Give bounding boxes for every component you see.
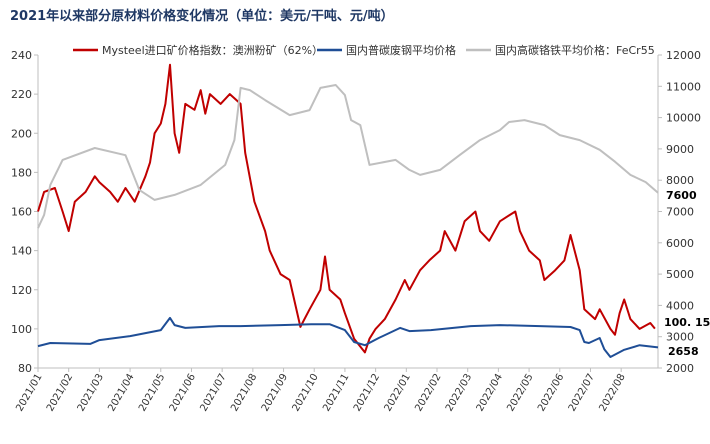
x-tick-label: 2022/02 bbox=[413, 372, 443, 413]
left-tick-label: 200 bbox=[11, 127, 32, 140]
series-line-1 bbox=[37, 316, 659, 358]
right-tick-label: 6000 bbox=[666, 237, 694, 250]
left-tick-label: 120 bbox=[11, 284, 32, 297]
legend-label-1: 国内普碳废钢平均价格 bbox=[346, 43, 456, 57]
legend-label-0: Mysteel进口矿价格指数：澳洲粉矿（62%） bbox=[102, 43, 323, 57]
right-tick-label: 12000 bbox=[666, 49, 701, 62]
right-tick-label: 7000 bbox=[666, 206, 694, 219]
left-tick-label: 240 bbox=[11, 49, 32, 62]
left-tick-label: 180 bbox=[11, 166, 32, 179]
x-tick-label: 2021/08 bbox=[229, 372, 259, 413]
end-label-iron-ore: 100. 15 bbox=[664, 316, 710, 329]
left-tick-label: 80 bbox=[18, 362, 32, 375]
x-tick-label: 2022/03 bbox=[444, 372, 474, 413]
right-tick-label: 11000 bbox=[666, 80, 701, 93]
x-tick-label: 2022/07 bbox=[567, 372, 597, 413]
x-tick-label: 2021/10 bbox=[291, 372, 321, 413]
right-tick-label: 9000 bbox=[666, 143, 694, 156]
series-line-2 bbox=[37, 84, 659, 229]
end-label-scrap-steel: 2658 bbox=[668, 345, 699, 358]
right-tick-label: 10000 bbox=[666, 112, 701, 125]
end-label-ferrochrome: 7600 bbox=[666, 189, 697, 202]
chart-title: 2021年以来部分原材料价格变化情况（单位：美元/干吨、元/吨） bbox=[10, 9, 394, 24]
left-tick-label: 140 bbox=[11, 245, 32, 258]
x-tick-label: 2022/01 bbox=[383, 372, 413, 413]
left-tick-label: 100 bbox=[11, 323, 32, 336]
series-line-0 bbox=[37, 63, 656, 354]
x-tick-label: 2021/03 bbox=[76, 372, 106, 413]
x-tick-label: 2021/11 bbox=[321, 372, 351, 413]
right-tick-label: 8000 bbox=[666, 174, 694, 187]
x-tick-label: 2022/05 bbox=[505, 372, 535, 413]
x-tick-label: 2021/06 bbox=[168, 372, 198, 413]
left-tick-label: 160 bbox=[11, 206, 32, 219]
left-tick-label: 220 bbox=[11, 88, 32, 101]
x-tick-label: 2021/02 bbox=[45, 372, 75, 413]
x-tick-label: 2021/07 bbox=[198, 372, 228, 413]
x-tick-label: 2022/06 bbox=[536, 372, 566, 413]
x-tick-label: 2022/04 bbox=[475, 372, 505, 413]
x-tick-label: 2021/04 bbox=[106, 372, 136, 413]
right-tick-label: 5000 bbox=[666, 268, 694, 281]
x-tick-label: 2021/05 bbox=[137, 372, 167, 413]
x-tick-label: 2022/08 bbox=[597, 372, 627, 413]
right-tick-label: 2000 bbox=[666, 362, 694, 375]
right-tick-label: 3000 bbox=[666, 331, 694, 344]
right-tick-label: 4000 bbox=[666, 299, 694, 312]
legend-label-2: 国内高碳铬铁平均价格：FeCr55 bbox=[495, 43, 655, 57]
x-tick-label: 2021/01 bbox=[14, 372, 44, 413]
x-tick-label: 2021/09 bbox=[260, 372, 290, 413]
x-tick-label: 2021/12 bbox=[352, 372, 382, 413]
